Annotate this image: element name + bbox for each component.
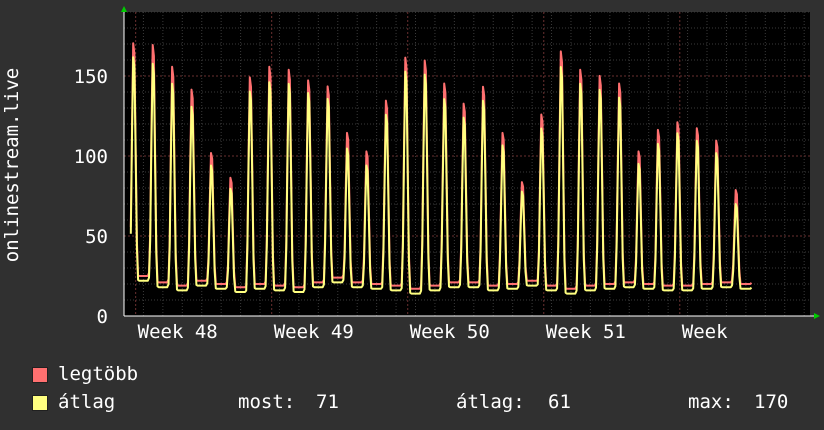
y-tick-label: 0 (97, 306, 108, 328)
series-layer (129, 42, 753, 295)
x-tick-label: Week (682, 321, 728, 343)
x-axis-arrow (814, 313, 820, 319)
axes (121, 6, 820, 319)
y-axis-label: onlinestream.live (1, 68, 23, 262)
x-tick-label: Week 48 (138, 321, 218, 343)
y-axis-arrow (121, 6, 127, 12)
x-tick-label: Week 49 (274, 321, 354, 343)
y-tick-label: 100 (74, 146, 108, 168)
x-tick-label: Week 51 (546, 321, 626, 343)
y-tick-label: 50 (85, 226, 108, 248)
series-line-avg (129, 56, 753, 295)
x-tick-labels: Week 48 Week 49 Week 50 Week 51 Week (138, 321, 728, 343)
x-tick-label: Week 50 (410, 321, 490, 343)
y-tick-labels: 0 50 100 150 (74, 66, 108, 328)
y-tick-label: 150 (74, 66, 108, 88)
